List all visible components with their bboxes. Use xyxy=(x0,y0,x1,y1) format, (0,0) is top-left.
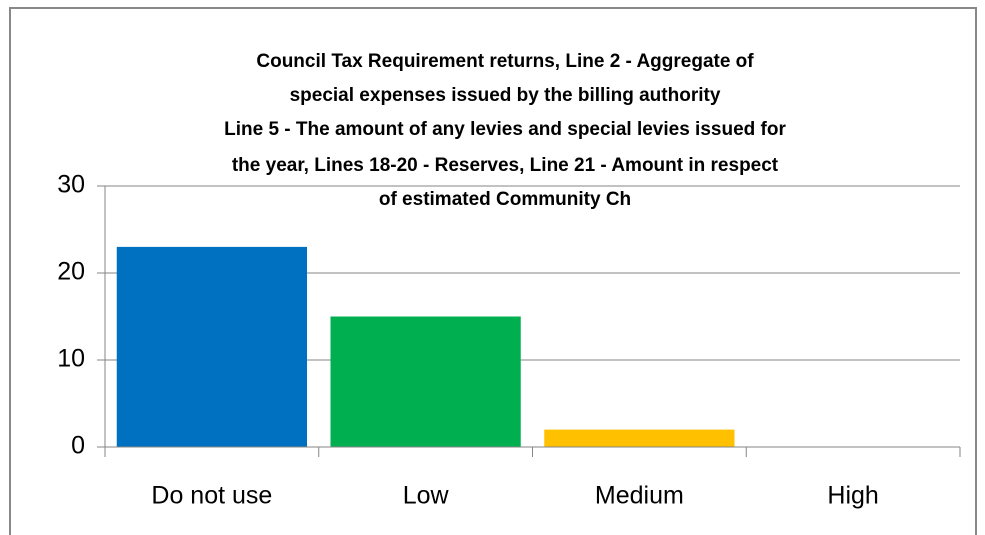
chart-title: special expenses issued by the billing a… xyxy=(290,85,721,106)
chart-title: the year, Lines 18-20 - Reserves, Line 2… xyxy=(232,155,779,176)
bar xyxy=(544,429,735,447)
chart-border xyxy=(9,7,977,535)
y-tick-label: 0 xyxy=(71,432,85,460)
x-tick-label: Low xyxy=(403,482,450,510)
x-tick-label: Do not use xyxy=(151,482,272,510)
x-tick-label: High xyxy=(827,482,878,510)
y-tick-label: 10 xyxy=(57,345,85,373)
chart-title: Council Tax Requirement returns, Line 2 … xyxy=(256,51,754,72)
y-tick-label: 20 xyxy=(57,258,85,286)
chart-title: Line 5 - The amount of any levies and sp… xyxy=(224,119,786,140)
x-tick-label: Medium xyxy=(595,482,684,510)
bar xyxy=(330,316,521,447)
y-tick-label: 30 xyxy=(57,171,85,199)
chart-title: of estimated Community Ch xyxy=(379,189,631,210)
bar xyxy=(116,246,307,447)
